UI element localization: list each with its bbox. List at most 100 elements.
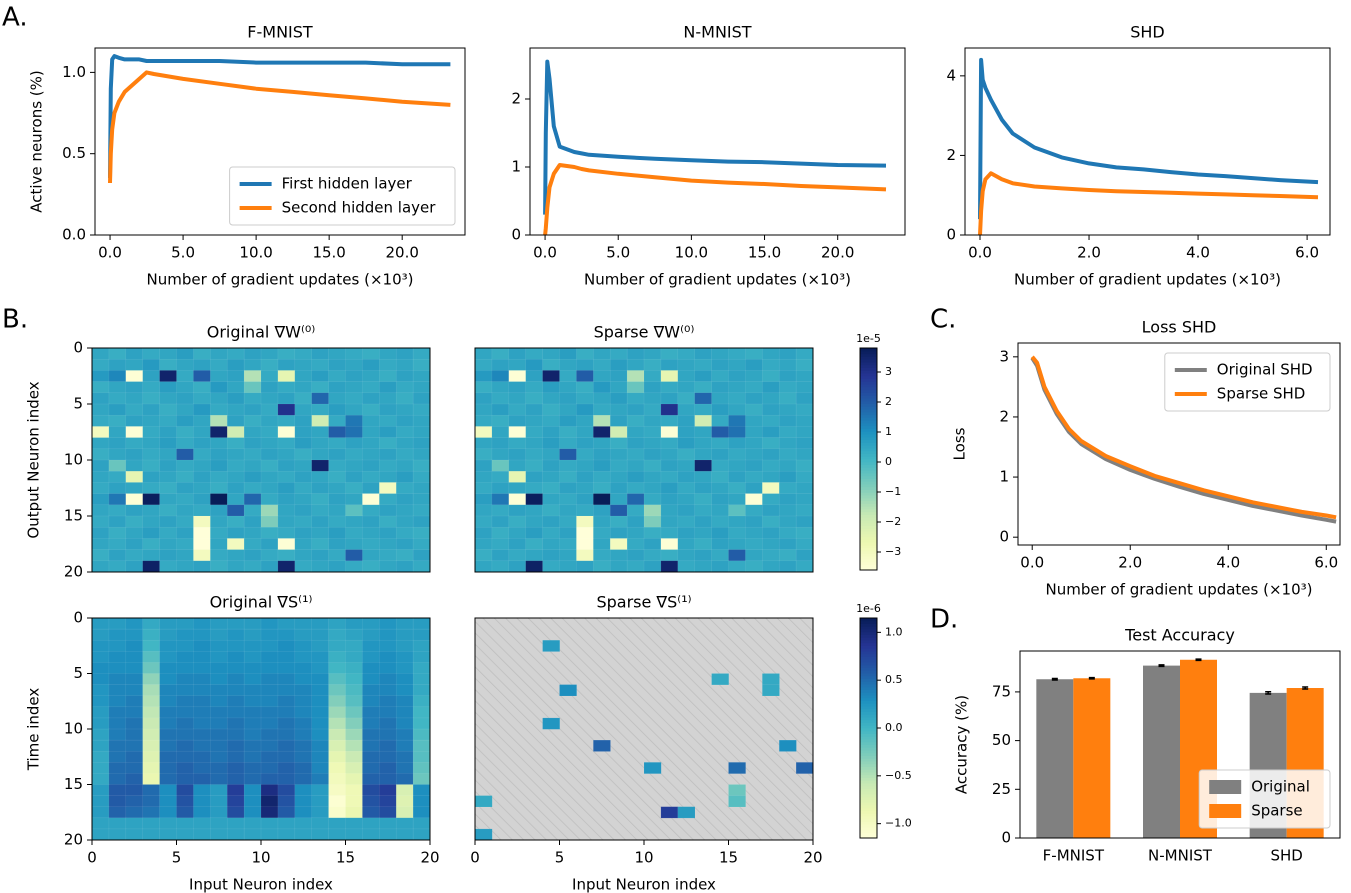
heatmap-cell <box>745 560 763 573</box>
heatmap-cell <box>362 560 380 573</box>
colorbar-segment <box>860 747 877 751</box>
heatmap-cell <box>677 381 696 394</box>
heatmap-cell <box>593 504 611 517</box>
colorbar-segment <box>860 821 877 825</box>
heatmap-cell <box>226 706 245 719</box>
heatmap-cell <box>626 470 645 483</box>
heatmap-cell <box>643 493 662 506</box>
heatmap-cell <box>294 806 313 819</box>
heatmap-cell <box>226 762 245 774</box>
heatmap-cell <box>576 549 594 562</box>
heatmap-cell <box>176 437 194 450</box>
heatmap-cell <box>694 504 713 517</box>
heatmap-cell <box>345 437 363 450</box>
heatmap-cell <box>108 560 127 573</box>
colorbar-segment <box>860 692 877 696</box>
colorbar-segment <box>860 495 877 499</box>
heatmap-cell <box>660 381 679 394</box>
colorbar-segment <box>860 788 877 792</box>
heatmap-cell <box>745 504 763 517</box>
colorbar-segment <box>860 397 877 402</box>
heatmap-cell <box>711 381 730 394</box>
heatmap-cell <box>243 806 262 819</box>
heatmap-cell <box>559 392 577 405</box>
heatmap-cell <box>576 392 594 405</box>
heatmap-cell <box>91 482 110 495</box>
heatmap-cell <box>379 795 397 808</box>
heatmap-cell <box>260 806 279 819</box>
y-tick-label: 2 <box>946 146 956 164</box>
heatmap-cell <box>243 717 262 730</box>
heatmap-cell <box>395 482 414 495</box>
colorbar-segment <box>860 367 877 371</box>
y-axis-label: Output Neuron index <box>25 381 43 538</box>
heatmap-cell <box>294 426 313 439</box>
heatmap-cell <box>643 347 662 360</box>
heatmap-cell <box>277 459 296 472</box>
heatmap-cell <box>159 695 178 708</box>
x-tick-label: 0.0 <box>1020 554 1044 572</box>
heatmap-cell <box>362 493 380 506</box>
heatmap-cell <box>328 482 347 495</box>
colorbar-segment <box>860 356 877 360</box>
heatmap-cell <box>542 459 561 472</box>
heatmap-cell <box>243 358 262 371</box>
heatmap-cell <box>311 549 330 562</box>
heatmap-cell <box>745 538 763 551</box>
heatmap-cell <box>525 426 544 439</box>
heatmap-cell <box>795 437 814 450</box>
heatmap-cell <box>660 414 679 427</box>
colorbar-tick-label: −1 <box>885 485 901 498</box>
colorbar-segment <box>860 567 877 571</box>
colorbar-segment <box>860 637 877 641</box>
chart-title: Sparse ∇S⁽¹⁾ <box>596 593 691 612</box>
heatmap-cell <box>260 817 279 830</box>
heatmap-cell <box>311 617 330 630</box>
heatmap-cell <box>226 470 245 483</box>
heatmap-cell <box>491 414 510 427</box>
heatmap-cell <box>226 628 245 641</box>
heatmap-cell <box>395 828 414 841</box>
x-tick-label: 0.0 <box>533 244 557 262</box>
axes-frame <box>1019 650 1341 839</box>
heatmap-cell <box>142 403 161 416</box>
heatmap-cell <box>311 762 330 774</box>
heatmap-cell <box>609 381 628 394</box>
line-series <box>978 171 1319 236</box>
heatmap-cell <box>226 482 245 495</box>
heatmap-cell <box>277 504 296 517</box>
heatmap-cell <box>643 381 662 394</box>
heatmap-cell <box>91 684 110 697</box>
heatmap-cell <box>176 806 194 819</box>
heatmap-cell <box>243 504 262 517</box>
colorbar-segment <box>860 497 877 502</box>
heatmap-cell <box>260 414 279 427</box>
heatmap-cell <box>328 538 347 551</box>
x-tick-label: 10.0 <box>239 244 272 262</box>
heatmap-cell <box>762 392 780 405</box>
heatmap-cell <box>345 662 363 675</box>
heatmap-cell <box>125 470 144 483</box>
heatmap-cell <box>277 470 296 483</box>
heatmap-cell <box>294 381 313 394</box>
heatmap-cell <box>277 617 296 630</box>
y-tick-label: 3 <box>999 347 1009 365</box>
heatmap-cell <box>210 817 228 830</box>
heatmap-cell <box>159 470 178 483</box>
heatmap-cell <box>660 526 679 539</box>
heatmap-cell <box>508 403 527 416</box>
heatmap-cell <box>728 795 746 808</box>
colorbar-segment <box>860 673 877 677</box>
heatmap-cell <box>745 549 763 562</box>
heatmap-cell <box>728 470 746 483</box>
heatmap-cell <box>379 515 397 528</box>
heatmap-cell <box>728 459 746 472</box>
heatmap-cell <box>762 370 780 383</box>
heatmap-cell <box>210 806 228 819</box>
heatmap-cell <box>91 459 110 472</box>
heatmap-cell <box>694 470 713 483</box>
heatmap-cell <box>91 617 110 630</box>
heatmap-cell <box>210 739 228 752</box>
x-tick-label: 10 <box>634 849 653 867</box>
